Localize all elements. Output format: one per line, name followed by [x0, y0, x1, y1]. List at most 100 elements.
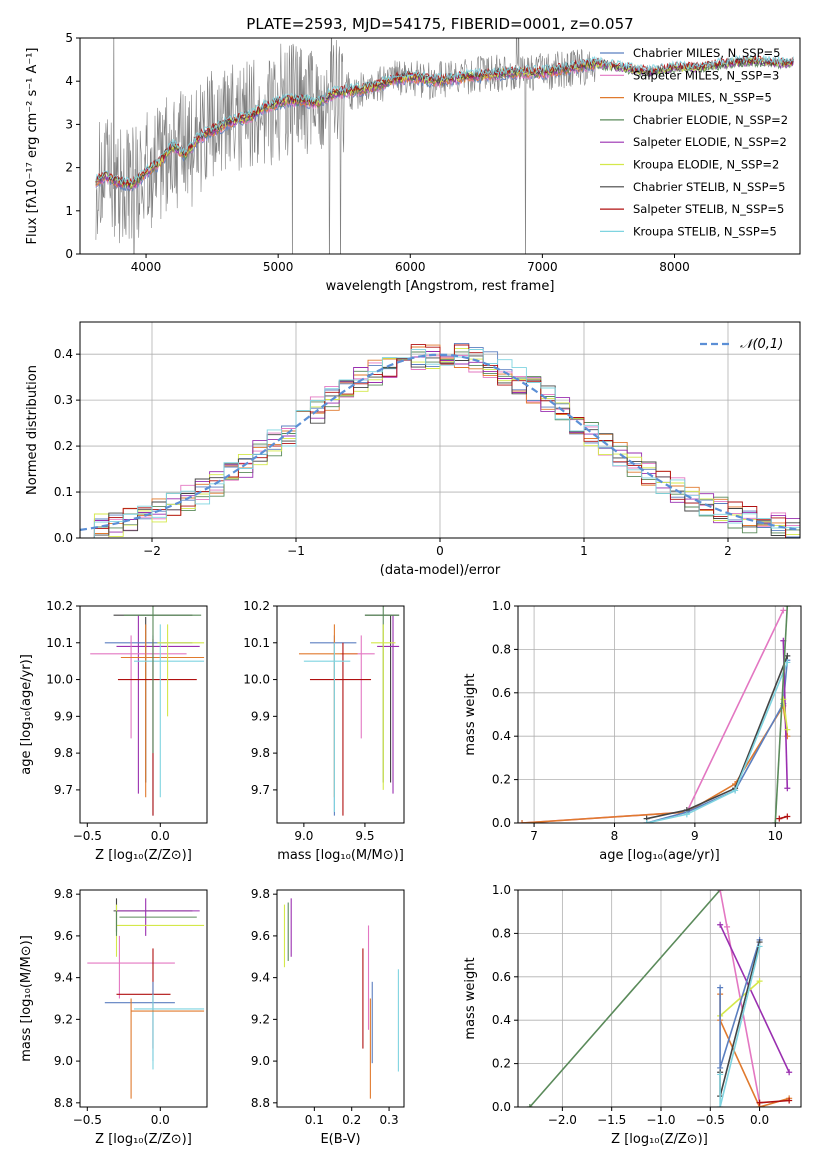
weight-marker	[756, 1099, 763, 1106]
residuals-frame	[79, 321, 801, 539]
y-tick-label: 0.0	[54, 531, 73, 545]
panel-weight_vs_z: −2.0 −1.5 −1.0 −0.5 0.0 0.0 0.2 0.4 0.6 0.8 1.0 Z […	[463, 883, 802, 1147]
y-tick-label: 0.6	[492, 970, 511, 984]
x-tick-label: −0.5	[696, 1113, 725, 1127]
y-tick-label: 3	[65, 117, 73, 131]
weight-marker	[717, 984, 724, 991]
residuals-plot-area	[80, 322, 800, 538]
y-tick-label: 9.8	[251, 887, 270, 901]
legend-label: Salpeter STELIB, N_SSP=5	[633, 202, 784, 216]
y-tick-label: 9.4	[54, 971, 73, 985]
legend-label: Chabrier STELIB, N_SSP=5	[633, 180, 785, 194]
weight-line-6	[782, 699, 789, 730]
weight-line-0	[529, 890, 721, 1107]
weight-marker	[643, 820, 650, 823]
y-tick-label: 9.9	[251, 709, 270, 723]
panel-age_vs_z: −0.5 0.0 9.7 9.8 9.9 10.0 10.1 10.2 Z [log₁₀(Z/Z…	[19, 599, 208, 863]
weight-marker	[784, 659, 791, 666]
mass_vs_z-frame	[79, 889, 208, 1108]
x-tick-label: 0.1	[305, 1113, 324, 1127]
y-tick-label: 10.0	[46, 673, 73, 687]
y-tick-label: 10.1	[46, 636, 73, 650]
x-tick-label: 0.2	[342, 1113, 361, 1127]
weight-marker	[784, 813, 791, 820]
y-tick-label: 0.3	[54, 393, 73, 407]
panel-age_vs_mass: 9.0 9.5 9.7 9.8 9.9 10.0 10.1 10.2 mass [log₁₀(M…	[243, 599, 405, 863]
y-tick-label: 0.2	[492, 773, 511, 787]
y-tick-label: 9.2	[251, 1012, 270, 1026]
y-axis-label: Normed distribution	[25, 365, 40, 495]
weight-marker	[784, 785, 791, 792]
legend-label: Salpeter ELODIE, N_SSP=2	[633, 135, 787, 149]
y-axis-label: mass weight	[463, 957, 478, 1039]
weight-line-5	[719, 939, 761, 1069]
mass_vs_ebv-frame	[276, 889, 405, 1108]
weight-marker	[780, 696, 787, 703]
x-tick-label: 9	[691, 829, 699, 843]
weight-marker	[717, 1071, 724, 1078]
x-tick-label: 8	[611, 829, 619, 843]
y-axis-label: mass weight	[463, 673, 478, 755]
figure-title: PLATE=2593, MJD=54175, FIBERID=0001, z=0…	[246, 15, 633, 33]
y-tick-label: 9.0	[54, 1054, 73, 1068]
weight-marker	[732, 787, 739, 794]
histogram-step-8	[80, 349, 800, 538]
weight-marker	[784, 606, 791, 609]
weight-marker	[756, 978, 763, 985]
panel-weight_vs_age: 7 8 9 10 0.0 0.2 0.4 0.6 0.8 1.0 age [log₁₀(age/yr…	[463, 599, 802, 863]
y-tick-label: 0.2	[54, 439, 73, 453]
spectrum-plot-area	[95, 38, 794, 254]
weight-marker	[786, 1069, 793, 1076]
y-tick-label: 10.2	[46, 599, 73, 613]
legend-label: Kroupa ELODIE, N_SSP=2	[633, 158, 779, 172]
y-tick-label: 0.4	[492, 1013, 511, 1027]
x-tick-label: 10	[768, 829, 783, 843]
y-tick-label: 1	[65, 204, 73, 218]
y-tick-label: 10.1	[243, 636, 270, 650]
y-tick-label: 9.7	[54, 783, 73, 797]
legend-label: Chabrier ELODIE, N_SSP=2	[633, 113, 788, 127]
spectrum-legend: Chabrier MILES, N_SSP=5 Salpeter MILES, N…	[600, 46, 788, 238]
x-tick-label: 9.5	[355, 829, 374, 843]
age_vs_mass-frame	[276, 605, 405, 824]
x-tick-label: −0.5	[73, 829, 102, 843]
y-tick-label: 4	[65, 74, 73, 88]
y-tick-label: 8.8	[54, 1096, 73, 1110]
x-tick-label: 0.0	[750, 1113, 769, 1127]
x-tick-label: 2	[724, 544, 732, 558]
weight-marker	[526, 1104, 533, 1107]
y-tick-label: 9.7	[251, 783, 270, 797]
y-tick-label: 0	[65, 247, 73, 261]
weight_vs_age-frame	[517, 605, 802, 824]
y-tick-label: 0.0	[492, 816, 511, 830]
spectrum-data-line	[95, 38, 794, 254]
weight-marker	[756, 943, 763, 950]
mass_vs_ebv-plot-area	[283, 898, 399, 1099]
x-axis-label: Z [log₁₀(Z/Z⊙)]	[95, 848, 192, 863]
weight-marker	[772, 820, 779, 823]
x-tick-label: −1	[287, 544, 305, 558]
y-axis-label: mass [log₁₀(M/M⊙)]	[19, 935, 34, 1062]
y-tick-label: 9.8	[54, 887, 73, 901]
x-tick-label: 0	[436, 544, 444, 558]
y-tick-label: 9.2	[54, 1012, 73, 1026]
y-tick-label: 1.0	[492, 883, 511, 897]
weight-line-7	[774, 606, 789, 823]
x-axis-label: wavelength [Angstrom, rest frame]	[326, 279, 555, 294]
x-tick-label: 0.0	[151, 1113, 170, 1127]
weight-line-7	[719, 946, 761, 1107]
x-tick-label: 6000	[395, 260, 426, 274]
y-tick-label: 8.8	[251, 1096, 270, 1110]
weight-line-3	[646, 655, 789, 820]
gaussian-legend-label: 𝒩(0,1)	[740, 337, 783, 352]
y-tick-label: 0.8	[492, 926, 511, 940]
weight-line-3	[719, 980, 761, 1017]
y-tick-label: 9.9	[54, 709, 73, 723]
weight-line-1	[521, 703, 789, 823]
y-tick-label: 9.8	[251, 746, 270, 760]
weight-line-0	[521, 609, 785, 823]
panel-residuals: −2 −1 0 1 2 0.0 0.1 0.2 0.3 0.4 (data-model)/error…	[25, 321, 801, 578]
x-tick-label: 0.3	[380, 1113, 399, 1127]
weight_vs_age-plot-area	[518, 606, 801, 823]
